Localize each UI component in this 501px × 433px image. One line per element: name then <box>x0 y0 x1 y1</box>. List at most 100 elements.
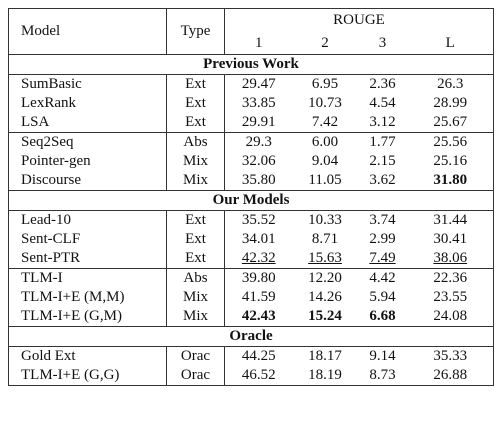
score-cell: 11.05 <box>308 172 342 188</box>
score-cell: 38.06 <box>433 250 468 266</box>
score-cell: 35.80 <box>241 172 276 188</box>
model-name: TLM-I+E (G,M) <box>8 307 167 327</box>
score-cell: 39.80 <box>224 268 293 288</box>
data-row: Lead-10 Ext 35.52 10.33 3.74 31.44 <box>8 210 494 230</box>
score-cell: 34.01 <box>241 231 276 247</box>
score-cell: 26.3 <box>437 76 464 92</box>
score-cell: 14.26 <box>308 289 342 305</box>
score-cell: 6.68 <box>369 308 396 324</box>
score-cell: 41.59 <box>241 289 276 305</box>
score-cell: 3.74 <box>369 212 396 228</box>
data-row: Sent-PTR Ext 42.32 15.63 7.49 38.06 <box>8 249 494 269</box>
header-column: 3 <box>378 35 387 51</box>
model-name: LexRank <box>8 94 167 113</box>
score-cell: 9.14 <box>369 348 396 364</box>
model-name: Discourse <box>8 171 167 191</box>
section-title: Oracle <box>8 326 494 347</box>
score-cell: 2.15 <box>369 153 396 169</box>
data-row: LexRank Ext 33.85 10.73 4.54 28.99 <box>8 94 494 113</box>
section-row: Our Models <box>8 190 494 211</box>
score-cell: 42.43 <box>241 308 276 324</box>
model-type: Ext <box>166 113 225 133</box>
score-cell: 25.56 <box>407 132 494 152</box>
score-cell: 4.54 <box>369 95 396 111</box>
score-cell: 8.71 <box>311 231 339 247</box>
score-cell: 25.16 <box>433 153 468 169</box>
score-cell: 28.99 <box>433 95 468 111</box>
score-cell: 7.42 <box>311 114 339 130</box>
model-name: TLM-I <box>8 268 167 288</box>
score-cell: 23.55 <box>433 289 468 305</box>
model-name: Pointer-gen <box>8 152 167 171</box>
section-row: Oracle <box>8 326 494 347</box>
data-row: TLM-I Abs 39.80 12.20 4.42 22.36 <box>8 268 494 288</box>
score-cell: 2.36 <box>369 76 396 92</box>
score-cell: 33.85 <box>241 95 276 111</box>
section-title: Previous Work <box>8 54 494 75</box>
model-name: SumBasic <box>8 74 167 94</box>
data-row: SumBasic Ext 29.47 6.95 2.36 26.3 <box>8 74 494 94</box>
model-name: Seq2Seq <box>8 132 167 152</box>
header-column: 1 <box>255 35 263 51</box>
score-cell: 44.25 <box>241 348 276 364</box>
data-row: Pointer-gen Mix 32.06 9.04 2.15 25.16 <box>8 152 494 171</box>
score-cell: 26.88 <box>433 367 468 383</box>
model-type: Ext <box>166 94 225 113</box>
score-cell: 30.41 <box>433 231 468 247</box>
score-cell: 35.33 <box>433 348 468 364</box>
score-cell: 35.52 <box>241 212 276 228</box>
score-cell: 29.91 <box>241 114 276 130</box>
score-cell: 2.99 <box>369 231 396 247</box>
header-rouge: ROUGE <box>333 12 385 28</box>
score-cell: 15.63 <box>308 250 342 266</box>
data-row: Seq2Seq Abs 29.3 6.00 1.77 25.56 <box>8 132 494 152</box>
score-cell: 46.52 <box>241 367 276 383</box>
score-cell: 9.04 <box>311 153 339 169</box>
model-type: Orac <box>166 346 225 366</box>
score-cell: 10.33 <box>308 212 342 228</box>
score-cell: 4.42 <box>357 268 408 288</box>
data-row: Discourse Mix 35.80 11.05 3.62 31.80 <box>8 171 494 191</box>
model-type: Abs <box>166 268 225 288</box>
score-cell: 42.32 <box>241 250 276 266</box>
data-row: TLM-I+E (G,G) Orac 46.52 18.19 8.73 26.88 <box>8 366 494 386</box>
model-type: Ext <box>166 249 225 269</box>
score-cell: 29.47 <box>241 76 276 92</box>
model-type: Abs <box>166 132 225 152</box>
model-name: TLM-I+E (G,G) <box>8 366 167 386</box>
score-cell: 8.73 <box>369 367 396 383</box>
score-cell: 29.3 <box>224 132 293 152</box>
score-cell: 18.17 <box>308 348 342 364</box>
section-title: Our Models <box>8 190 494 211</box>
score-cell: 15.24 <box>308 308 342 324</box>
header-column: L <box>445 35 455 51</box>
model-name: LSA <box>8 113 167 133</box>
model-type: Mix <box>166 171 225 191</box>
model-name: Gold Ext <box>8 346 167 366</box>
model-type: Ext <box>166 210 225 230</box>
model-type: Mix <box>166 307 225 327</box>
data-row: TLM-I+E (M,M) Mix 41.59 14.26 5.94 23.55 <box>8 288 494 307</box>
model-name: TLM-I+E (M,M) <box>8 288 167 307</box>
header-model: Model <box>8 8 167 55</box>
score-cell: 6.00 <box>292 132 358 152</box>
data-row: Sent-CLF Ext 34.01 8.71 2.99 30.41 <box>8 230 494 249</box>
results-table: Model Type ROUGE 1 2 3 L Previous Work SumBa… <box>8 8 494 386</box>
score-cell: 31.80 <box>433 172 468 188</box>
score-cell: 22.36 <box>407 268 494 288</box>
score-cell: 3.62 <box>369 172 396 188</box>
score-cell: 5.94 <box>369 289 396 305</box>
model-type: Mix <box>166 288 225 307</box>
model-type: Ext <box>166 74 225 94</box>
score-cell: 24.08 <box>433 308 468 324</box>
model-type: Ext <box>166 230 225 249</box>
score-cell: 18.19 <box>308 367 342 383</box>
model-type: Mix <box>166 152 225 171</box>
score-cell: 12.20 <box>292 268 358 288</box>
data-row: TLM-I+E (G,M) Mix 42.43 15.24 6.68 24.08 <box>8 307 494 327</box>
score-cell: 6.95 <box>311 76 339 92</box>
model-type: Orac <box>166 366 225 386</box>
score-cell: 31.44 <box>433 212 468 228</box>
data-row: LSA Ext 29.91 7.42 3.12 25.67 <box>8 113 494 133</box>
